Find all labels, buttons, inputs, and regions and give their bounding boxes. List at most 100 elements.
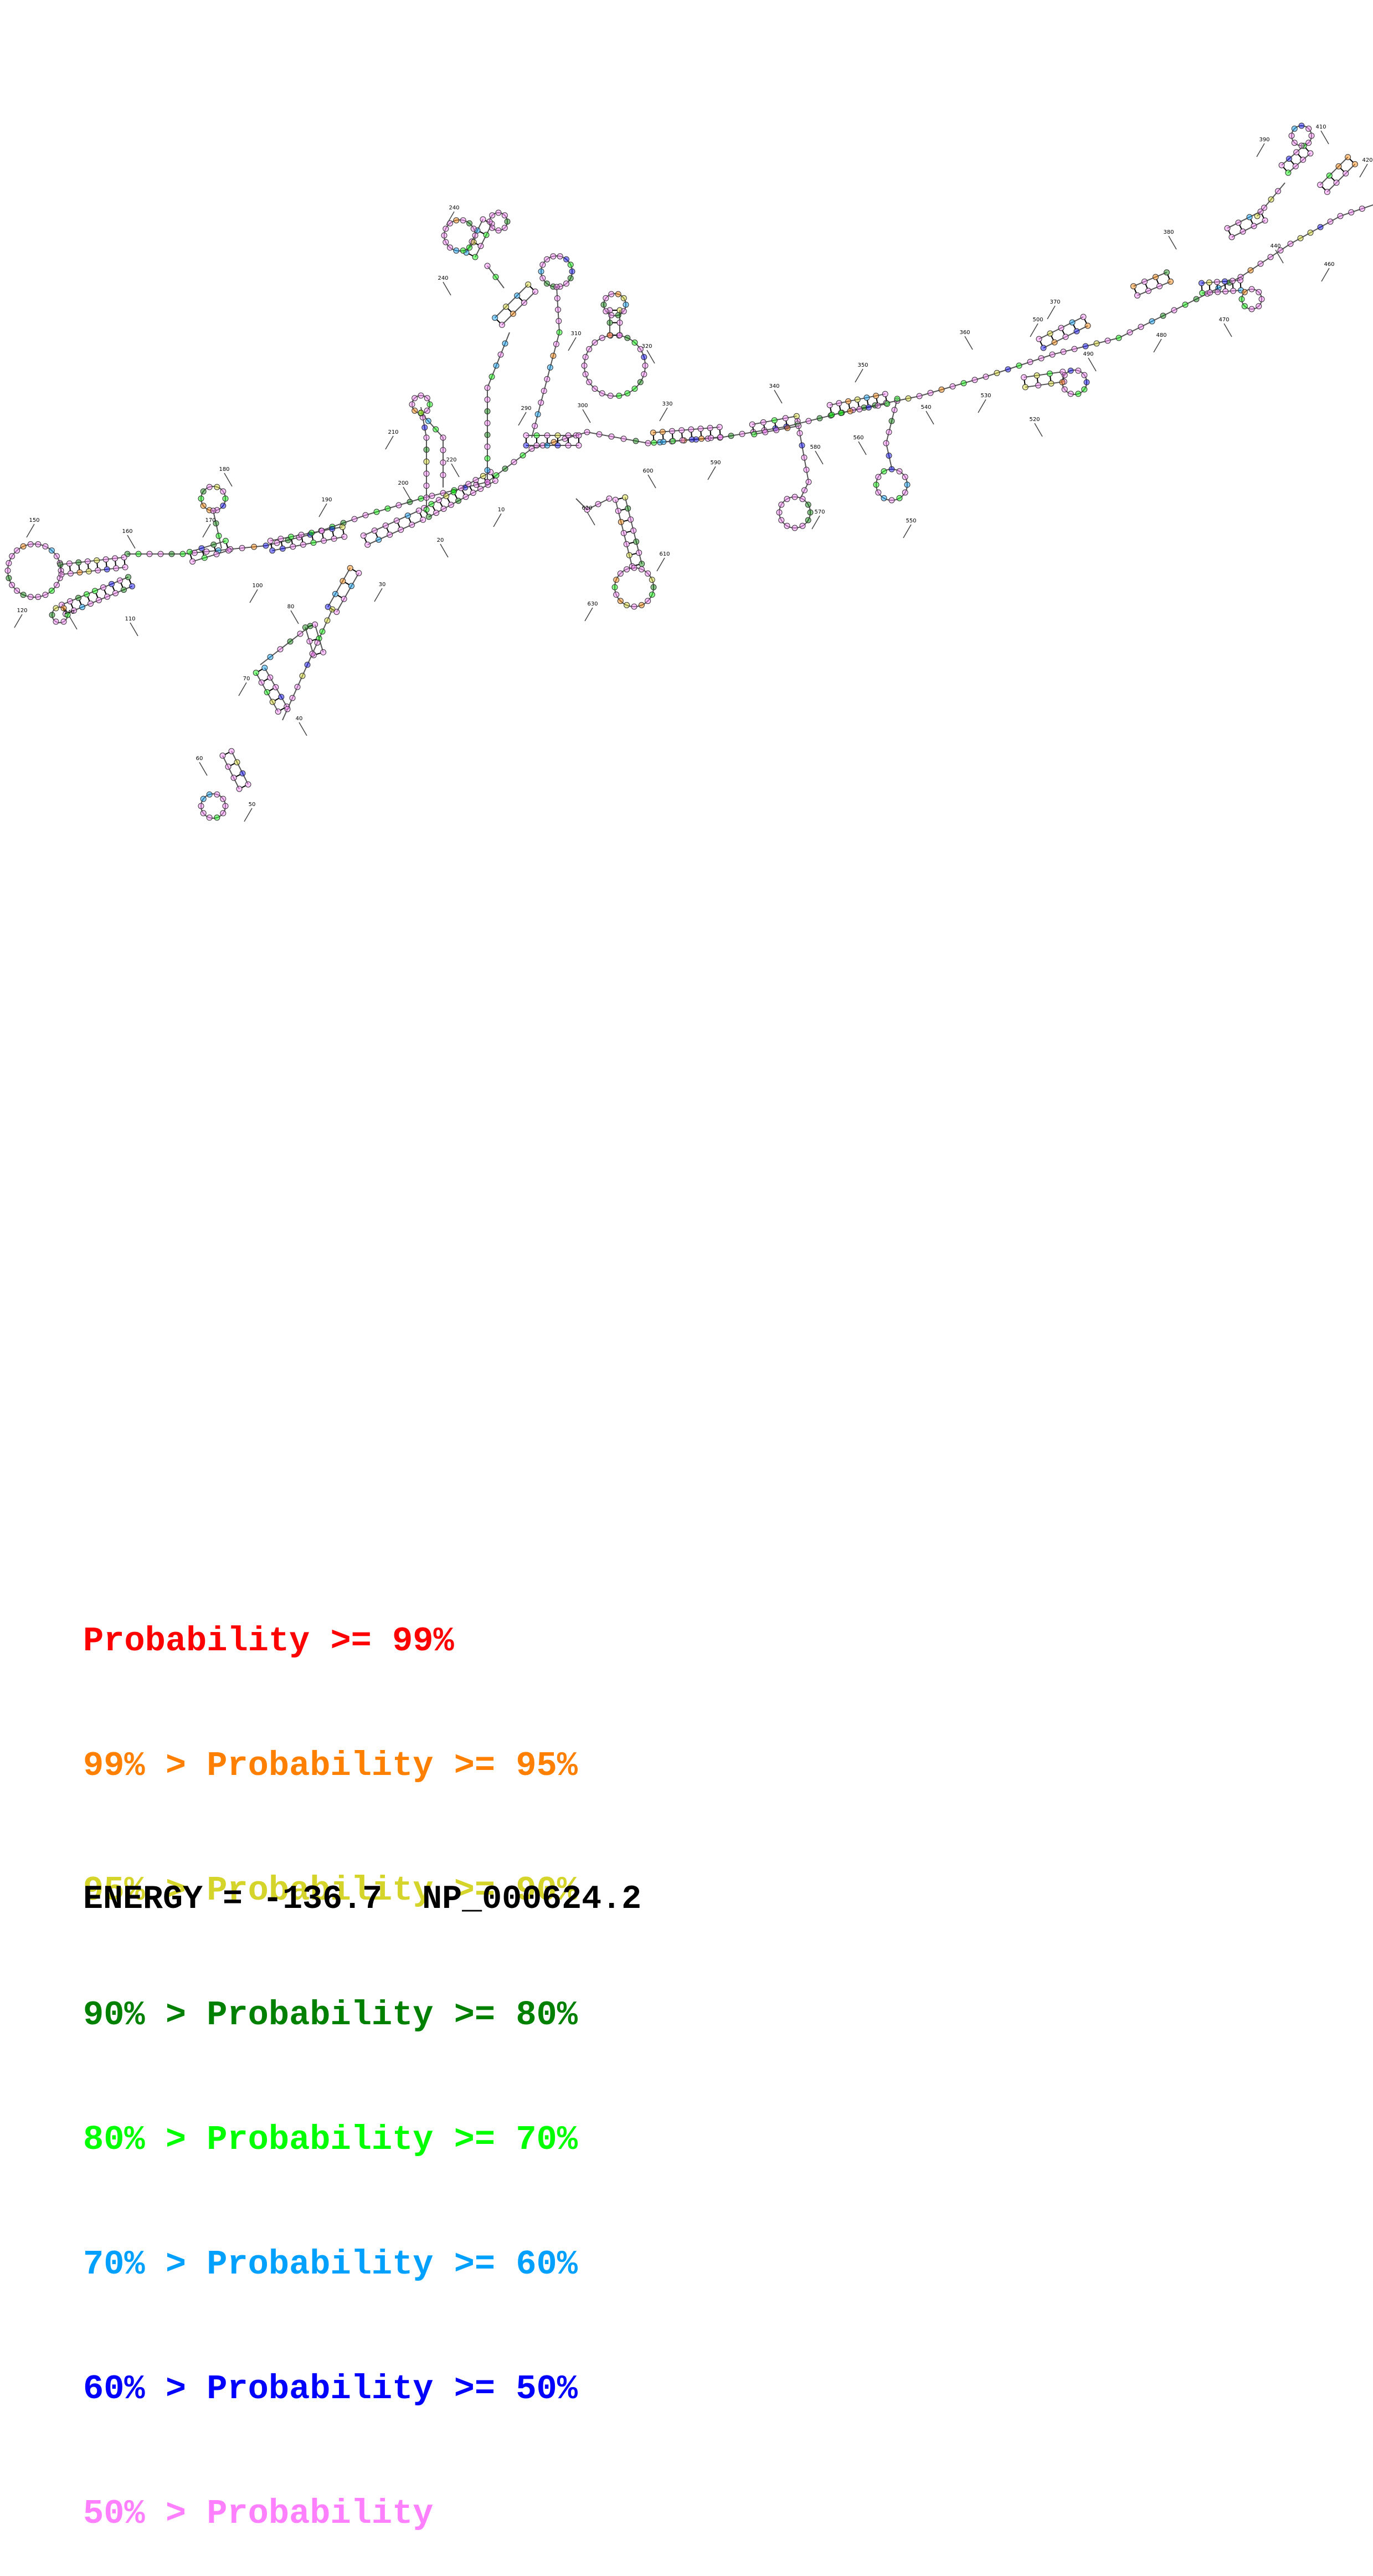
nucleotide-base [371, 527, 378, 534]
legend-row: 95% > Probability >= 90% [83, 1870, 578, 1911]
nucleotide-base [528, 445, 535, 452]
backbone-segment [428, 480, 496, 517]
position-label: 580 [810, 444, 820, 450]
nucleotide-base [27, 541, 34, 547]
position-label: 200 [398, 480, 408, 486]
nucleotide-base [443, 239, 449, 245]
nucleotide-base [1292, 163, 1299, 170]
nucleotide-base [799, 442, 805, 449]
nucleotide-base [501, 212, 508, 219]
nucleotide-base [624, 566, 630, 573]
nucleotide-base [1115, 335, 1122, 341]
nucleotide-base [533, 432, 540, 439]
nucleotide-base [1075, 391, 1082, 397]
nucleotide-base [200, 810, 207, 817]
energy-label: ENERGY = [83, 1881, 263, 1918]
nucleotide-base [426, 401, 433, 408]
nucleotide-base [261, 665, 268, 671]
position-label: 10 [498, 507, 505, 513]
base-pair-bond [189, 553, 193, 560]
base-pair-bond [225, 542, 229, 549]
nucleotide-base [617, 570, 624, 577]
label-leader-line [224, 473, 233, 487]
nucleotide-base [84, 591, 90, 598]
nucleotide-base [563, 280, 569, 287]
nucleotide-base [1256, 289, 1262, 295]
nucleotide-base [1337, 213, 1344, 219]
position-label: 320 [641, 343, 652, 350]
nucleotide-base [556, 318, 562, 324]
loop-backbone [489, 212, 508, 231]
nucleotide-base [60, 618, 67, 625]
nucleotide-base [502, 465, 508, 472]
nucleotide-base [294, 684, 301, 690]
nucleotide-base [1127, 329, 1133, 336]
nucleotide-base [1071, 346, 1078, 352]
base-pair-bond [1039, 341, 1043, 346]
base-pair-bond [529, 285, 534, 291]
nucleotide-base [521, 299, 527, 306]
nucleotide-base [554, 442, 561, 449]
nucleotide-base [440, 434, 446, 441]
nucleotide-base [782, 415, 789, 422]
base-pair-bond [1072, 324, 1077, 330]
nucleotide-base [896, 495, 903, 501]
nucleotide-base [660, 439, 667, 445]
nucleotide-base [75, 594, 81, 601]
nucleotide-base [510, 310, 516, 317]
nucleotide-base [418, 409, 424, 416]
label-leader-line [1321, 268, 1330, 282]
nucleotide-base [553, 284, 560, 290]
position-label: 30 [379, 582, 386, 588]
nucleotide-base [245, 781, 251, 788]
nucleotide-base [603, 295, 609, 301]
nucleotide-base [645, 570, 651, 577]
nucleotide-base [277, 536, 284, 542]
energy-value: -136.7 [263, 1881, 383, 1918]
nucleotide-base [64, 612, 71, 618]
nucleotide-base [460, 217, 466, 224]
probability-legend: Probability >= 99% 99% > Probability >= … [83, 1537, 578, 2576]
nucleotide-base [649, 591, 655, 598]
nucleotide-base [493, 362, 500, 369]
nucleotide-base [1251, 223, 1257, 229]
nucleotide-base [191, 550, 198, 556]
nucleotide-base [1062, 333, 1069, 340]
position-label: 310 [570, 331, 581, 337]
nucleotide-base [688, 426, 695, 433]
nucleotide-base [309, 650, 316, 657]
nucleotide-base [272, 684, 279, 690]
nucleotide-base [641, 354, 647, 360]
base-pair-bond [479, 230, 485, 235]
nucleotide-base [298, 531, 305, 538]
backbone-segment [501, 291, 536, 326]
nucleotide-base [1326, 172, 1333, 179]
base-pair-bond [848, 403, 851, 409]
base-pair-bond [291, 538, 294, 545]
nucleotide-base [873, 393, 880, 399]
base-pair-bond [709, 430, 712, 436]
nucleotide-base [287, 638, 294, 645]
nucleotide-base [362, 512, 369, 519]
nucleotide-base [553, 341, 559, 347]
nucleotide-base [784, 496, 790, 502]
base-pair-bond [1083, 319, 1088, 324]
nucleotide-base [6, 560, 12, 566]
nucleotide-base [279, 545, 286, 552]
nucleotide-base [329, 606, 336, 613]
nucleotide-base [1061, 386, 1068, 393]
nucleotide-base [582, 371, 589, 377]
nucleotide-base [881, 468, 887, 475]
nucleotide-base [1060, 348, 1067, 355]
nucleotide-base [586, 346, 593, 352]
base-pair-bond [280, 541, 283, 547]
nucleotide-base [642, 362, 649, 369]
nucleotide-base [1081, 372, 1088, 378]
nucleotide-base [267, 654, 274, 660]
backbone-segment [1201, 280, 1241, 284]
base-pair-bond [507, 307, 512, 313]
nucleotide-base [557, 253, 563, 260]
nucleotide-base [341, 533, 348, 540]
nucleotide-base [230, 774, 237, 781]
nucleotide-base [331, 535, 337, 542]
